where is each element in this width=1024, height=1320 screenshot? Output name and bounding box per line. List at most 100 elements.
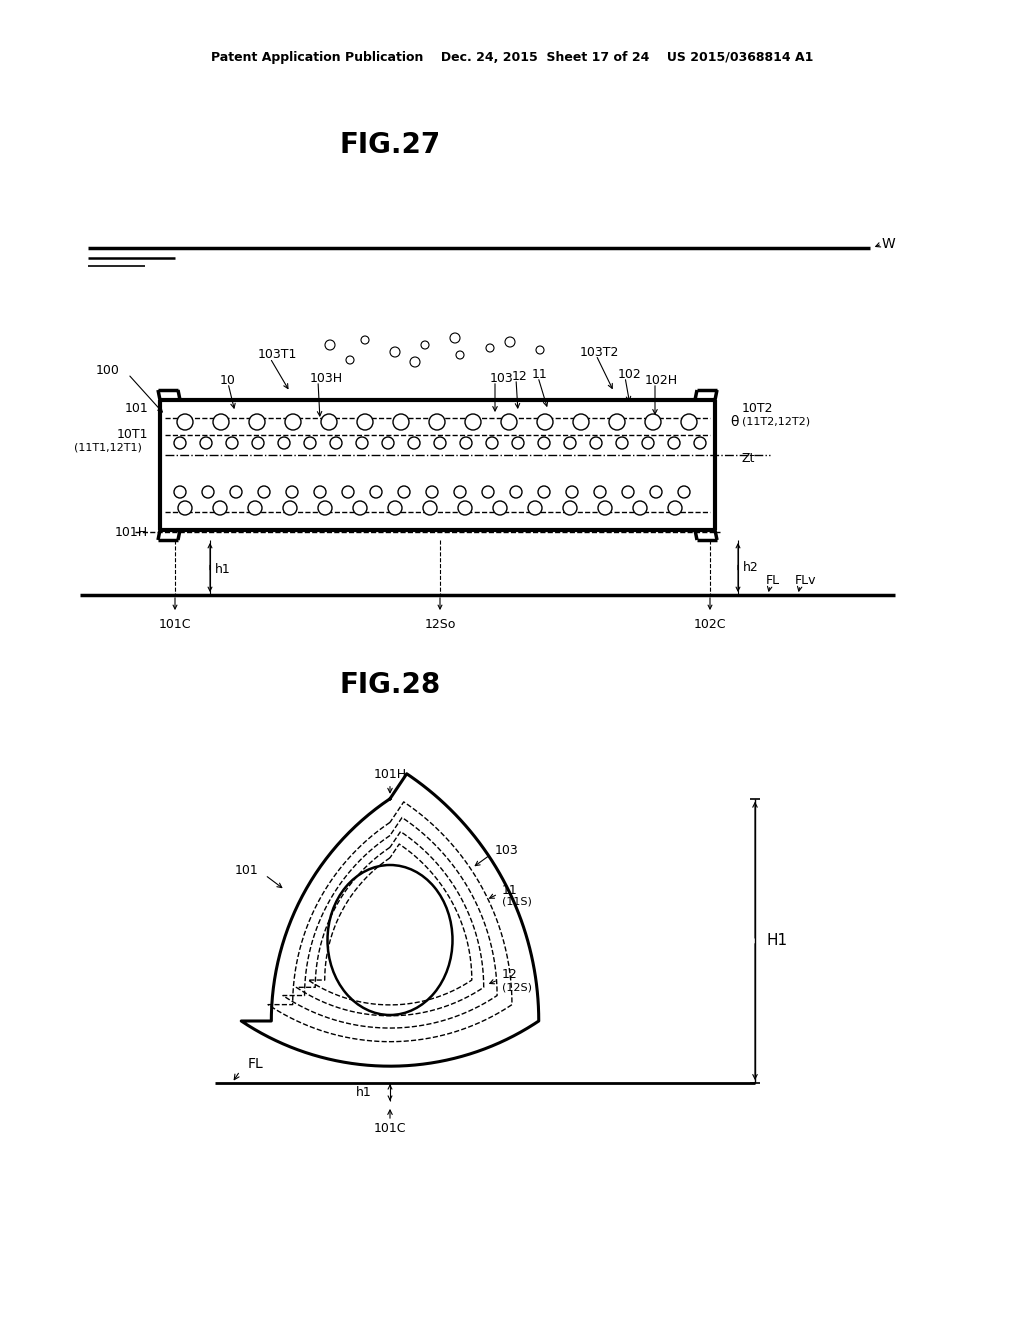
Text: 101C: 101C [374,1122,407,1135]
Circle shape [460,437,472,449]
Circle shape [642,437,654,449]
Circle shape [202,486,214,498]
Circle shape [668,437,680,449]
Text: Patent Application Publication    Dec. 24, 2015  Sheet 17 of 24    US 2015/03688: Patent Application Publication Dec. 24, … [211,51,813,65]
Circle shape [285,414,301,430]
Circle shape [278,437,290,449]
Circle shape [536,346,544,354]
Text: h1: h1 [356,1085,372,1098]
Text: 101: 101 [234,863,258,876]
Circle shape [454,486,466,498]
Text: (11T2,12T2): (11T2,12T2) [742,417,810,426]
Text: FL: FL [248,1057,264,1071]
Text: h2: h2 [743,561,759,574]
Circle shape [410,356,420,367]
Text: 12So: 12So [424,619,456,631]
Text: 10T2: 10T2 [742,401,773,414]
Circle shape [512,437,524,449]
Circle shape [304,437,316,449]
Circle shape [465,414,481,430]
Text: θ: θ [730,414,738,429]
Text: (12S): (12S) [502,982,532,993]
Text: FL: FL [766,574,780,587]
Circle shape [258,486,270,498]
Circle shape [609,414,625,430]
Circle shape [678,486,690,498]
Text: 103T2: 103T2 [580,346,620,359]
Circle shape [390,347,400,356]
Circle shape [388,502,402,515]
Text: 10T1: 10T1 [117,429,148,441]
Circle shape [590,437,602,449]
Circle shape [178,502,193,515]
Circle shape [330,437,342,449]
Circle shape [177,414,193,430]
Text: FLv: FLv [795,574,816,587]
Circle shape [566,486,578,498]
Circle shape [230,486,242,498]
Circle shape [622,486,634,498]
Text: 102: 102 [618,367,642,380]
Circle shape [493,502,507,515]
Circle shape [226,437,238,449]
Circle shape [482,486,494,498]
Circle shape [538,486,550,498]
Text: h1: h1 [215,564,230,576]
Circle shape [594,486,606,498]
Circle shape [429,414,445,430]
Circle shape [353,502,367,515]
Text: 102C: 102C [693,619,726,631]
Circle shape [200,437,212,449]
Circle shape [486,345,494,352]
Circle shape [434,437,446,449]
Circle shape [563,502,577,515]
Text: 101C: 101C [159,619,191,631]
Circle shape [248,502,262,515]
Text: 103: 103 [490,371,514,384]
Text: 10: 10 [220,374,236,387]
Text: 11: 11 [502,883,518,896]
Circle shape [213,502,227,515]
Circle shape [393,414,409,430]
Circle shape [537,414,553,430]
Text: 102H: 102H [645,374,678,387]
Circle shape [361,337,369,345]
Circle shape [501,414,517,430]
Text: 11: 11 [532,367,548,380]
Text: W: W [882,238,896,251]
Circle shape [426,486,438,498]
Text: FIG.28: FIG.28 [339,671,440,700]
Circle shape [249,414,265,430]
Circle shape [382,437,394,449]
Circle shape [346,356,354,364]
Circle shape [458,502,472,515]
Circle shape [681,414,697,430]
Circle shape [398,486,410,498]
Circle shape [356,437,368,449]
Circle shape [650,486,662,498]
Circle shape [423,502,437,515]
Text: 12: 12 [512,370,527,383]
Circle shape [408,437,420,449]
Circle shape [694,437,706,449]
Circle shape [342,486,354,498]
Circle shape [421,341,429,348]
Circle shape [564,437,575,449]
Text: FIG.27: FIG.27 [339,131,440,158]
Text: (11T1,12T1): (11T1,12T1) [74,444,142,453]
Circle shape [450,333,460,343]
Circle shape [633,502,647,515]
Text: (11S): (11S) [502,898,531,907]
Text: 100: 100 [96,363,120,376]
Circle shape [283,502,297,515]
Text: 12: 12 [502,969,518,982]
Circle shape [370,486,382,498]
Circle shape [325,341,335,350]
Circle shape [286,486,298,498]
Circle shape [318,502,332,515]
Text: 103H: 103H [310,371,343,384]
Circle shape [510,486,522,498]
Circle shape [645,414,662,430]
Text: 103T1: 103T1 [258,348,297,362]
Circle shape [174,486,186,498]
